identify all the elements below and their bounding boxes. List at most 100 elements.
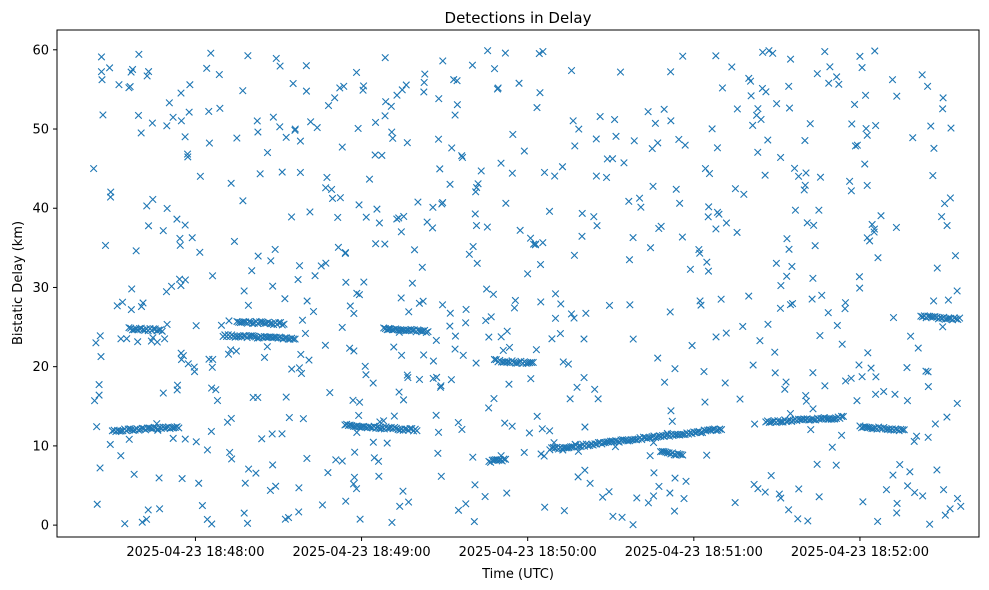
detection-point <box>953 287 961 295</box>
detection-point <box>955 314 964 322</box>
detection-point <box>657 222 665 230</box>
detection-point <box>701 398 709 406</box>
detection-point <box>241 479 249 487</box>
detection-point <box>502 199 510 207</box>
detection-point <box>508 422 516 430</box>
detection-point <box>933 466 941 474</box>
detection-point <box>914 344 922 352</box>
detection-point <box>592 172 601 180</box>
detection-point <box>940 199 949 208</box>
detection-point <box>570 314 578 322</box>
detection-point <box>953 399 961 408</box>
detection-point <box>397 351 406 359</box>
detection-point <box>390 412 399 420</box>
detection-point <box>679 451 687 459</box>
y-tick-label: 50 <box>32 123 49 138</box>
detection-point <box>321 184 330 192</box>
detection-point <box>459 351 467 359</box>
detection-point <box>267 257 275 265</box>
detection-point <box>713 208 722 216</box>
detection-point <box>567 310 576 318</box>
detection-point <box>712 333 720 341</box>
detection-point <box>399 396 408 404</box>
detection-point <box>629 335 637 343</box>
detection-point <box>468 61 477 69</box>
detection-point <box>350 347 358 355</box>
detection-point <box>378 151 386 160</box>
detection-point <box>761 171 769 179</box>
detection-point <box>390 423 399 432</box>
detection-point <box>939 323 947 331</box>
detection-point <box>484 404 493 412</box>
detection-point <box>654 139 662 147</box>
chart-title: Detections in Delay <box>445 9 592 27</box>
detection-point <box>395 388 403 396</box>
detection-point <box>422 328 430 337</box>
detection-point <box>818 291 826 299</box>
detection-point <box>127 305 136 314</box>
detection-point <box>105 64 114 72</box>
detection-point <box>609 512 617 520</box>
detection-point <box>424 328 432 336</box>
detection-point <box>867 364 875 372</box>
detection-point <box>532 345 541 354</box>
detection-point <box>135 50 143 59</box>
detection-point <box>227 414 235 423</box>
detection-point <box>696 297 704 305</box>
detection-point <box>535 49 543 58</box>
detection-point <box>701 164 710 173</box>
detection-point <box>733 105 742 113</box>
detection-point <box>415 375 424 384</box>
detection-point <box>428 224 437 232</box>
detection-point <box>402 81 410 89</box>
detection-point <box>900 426 908 434</box>
detection-point <box>794 515 802 523</box>
detection-point <box>775 418 784 426</box>
detection-point <box>679 52 687 60</box>
detection-point <box>352 68 361 77</box>
detection-point <box>500 455 508 463</box>
detection-point <box>106 193 115 201</box>
detection-point <box>490 394 498 403</box>
detection-point <box>472 359 480 367</box>
detection-point <box>113 302 121 310</box>
detection-point <box>101 241 110 250</box>
detection-point <box>668 417 676 425</box>
detection-point <box>655 482 663 491</box>
detection-point <box>118 298 127 306</box>
detection-point <box>566 443 575 451</box>
detection-point <box>216 104 224 113</box>
detection-point <box>371 118 380 127</box>
detection-point <box>529 358 537 367</box>
detection-point <box>594 395 602 403</box>
detection-point <box>137 129 145 137</box>
detection-point <box>371 151 379 159</box>
detection-point <box>106 440 114 449</box>
detection-point <box>746 77 755 85</box>
detection-point <box>485 333 493 341</box>
detection-point <box>437 472 445 481</box>
detection-point <box>353 289 361 298</box>
detection-point <box>821 382 829 390</box>
detection-point <box>400 212 408 221</box>
detection-point <box>353 428 361 437</box>
detection-point <box>848 120 856 128</box>
detection-point <box>143 72 151 80</box>
detection-point <box>533 103 541 112</box>
detection-point <box>302 61 311 70</box>
detection-point <box>342 278 350 286</box>
detection-point <box>178 474 186 483</box>
detection-point <box>99 111 107 119</box>
detection-point <box>285 413 294 422</box>
detection-point <box>457 152 466 160</box>
x-tick-label: 2025-04-23 18:48:00 <box>126 545 264 560</box>
x-axis-ticks: 2025-04-23 18:48:00 2025-04-23 18:49:00 20… <box>126 537 929 560</box>
detection-point <box>761 488 769 496</box>
detection-point <box>254 128 262 136</box>
detection-point <box>295 484 303 492</box>
detection-point <box>722 329 730 337</box>
detection-point <box>813 460 821 469</box>
detection-point <box>183 150 192 158</box>
detection-point <box>122 334 131 343</box>
detection-point <box>728 63 736 71</box>
